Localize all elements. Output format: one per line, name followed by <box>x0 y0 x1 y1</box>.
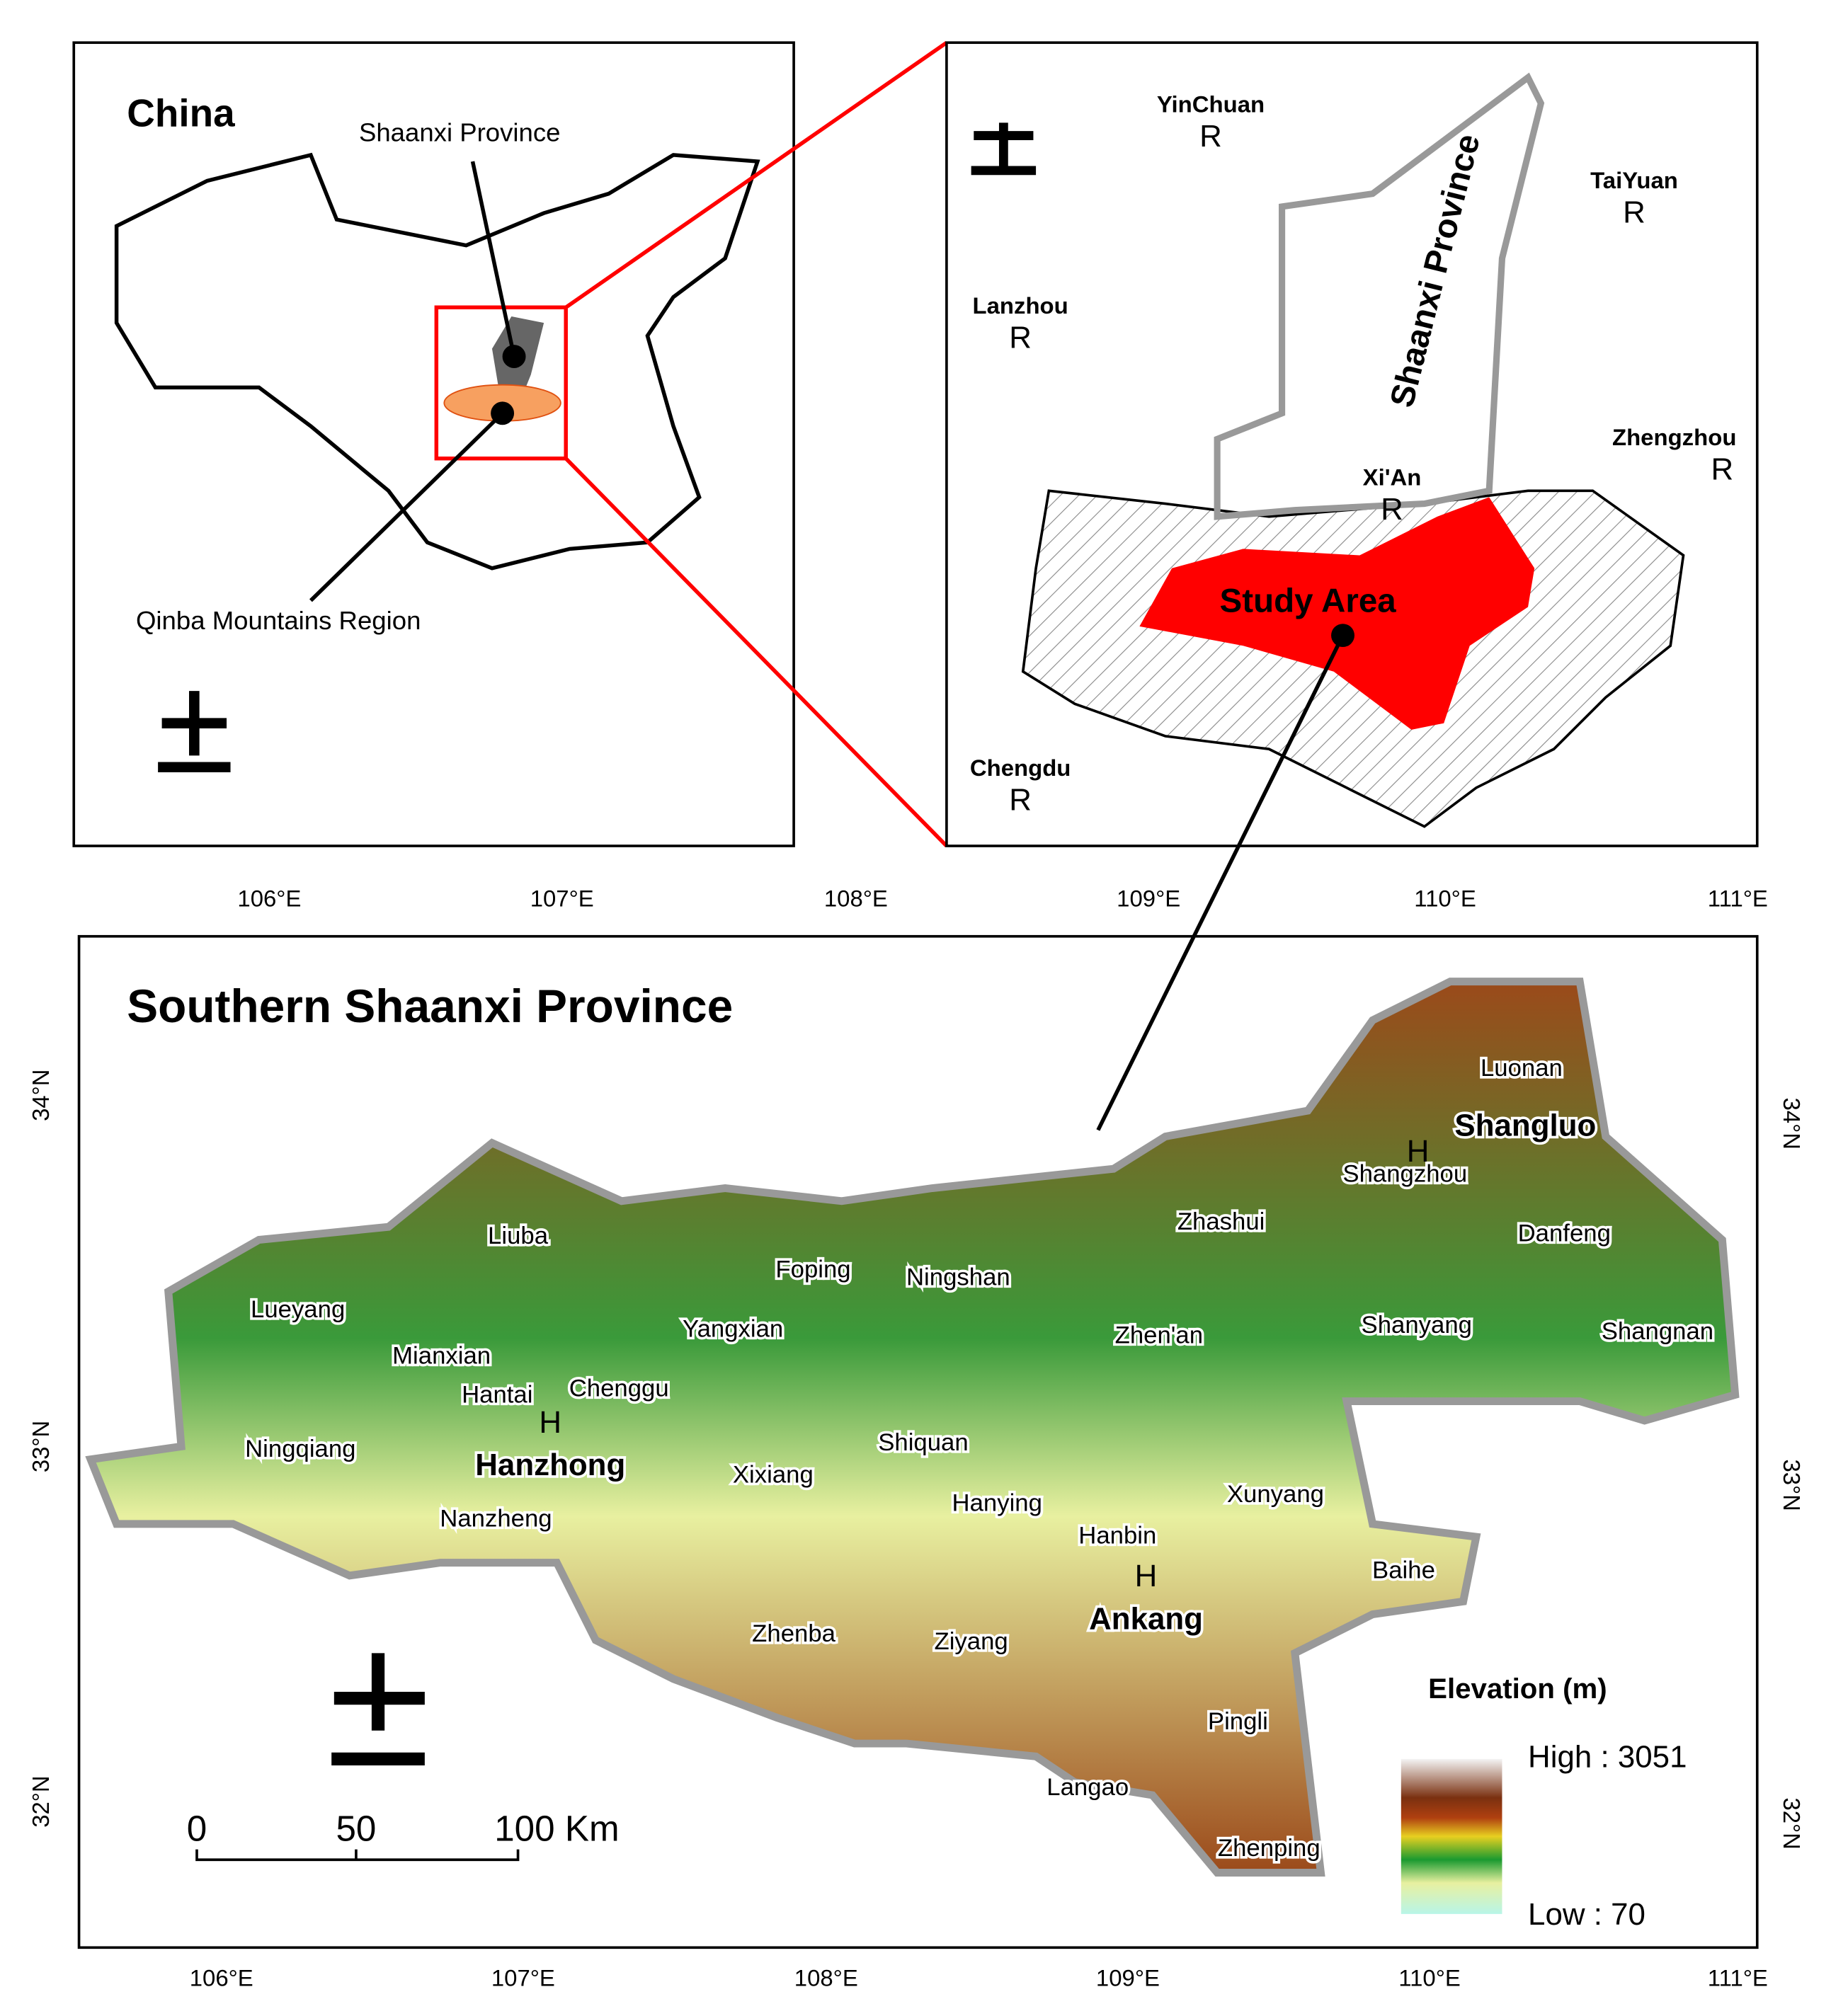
county-label: Shiquan <box>878 1429 968 1456</box>
county-label: Shangnan <box>1602 1318 1713 1345</box>
label: Shaanxi Province <box>359 118 561 147</box>
county-label: Luonan <box>1481 1055 1563 1082</box>
title: Southern Shaanxi Province <box>127 980 733 1032</box>
county-label: Lueyang <box>251 1296 345 1323</box>
city-label: Xi'An <box>1363 464 1422 491</box>
legend-title: Elevation (m) <box>1428 1673 1607 1705</box>
tick-label: 107°E <box>491 1965 555 1991</box>
scale-label: 100 Km <box>494 1809 619 1849</box>
scale-label: 50 <box>336 1809 376 1849</box>
county-label: Chenggu <box>569 1375 669 1402</box>
county-label: Xunyang <box>1227 1481 1324 1508</box>
zoom-line <box>564 40 948 309</box>
tick-label: 33°N <box>28 1421 54 1472</box>
legend-ramp <box>1401 1758 1502 1914</box>
city-symbol: R <box>1711 452 1734 487</box>
north-arrow <box>158 691 231 773</box>
tick-label: 34°N <box>28 1069 54 1121</box>
county-label: Ningshan <box>906 1264 1010 1290</box>
county-label: Hantai <box>462 1381 532 1408</box>
tick-label: 33°N <box>1779 1459 1805 1511</box>
main-map <box>77 624 1759 1949</box>
shaanxi-outline <box>1214 72 1545 520</box>
legend-label: High : 3051 <box>1528 1740 1687 1775</box>
point <box>1331 624 1354 648</box>
scale-bar <box>195 1849 520 1862</box>
city-symbol: H <box>1135 1559 1158 1593</box>
city-label: Shangluo <box>1454 1108 1596 1142</box>
tick-label: 106°E <box>237 885 301 911</box>
tick-label: 110°E <box>1414 885 1476 911</box>
county-label: Mianxian <box>392 1343 491 1370</box>
tick-label: 109°E <box>1117 885 1180 911</box>
north-arrow <box>971 122 1037 176</box>
tick-label: 108°E <box>794 1965 858 1991</box>
county-label: Zhenping <box>1218 1835 1321 1862</box>
county-label: Danfeng <box>1518 1220 1611 1247</box>
zoom-box <box>434 305 568 461</box>
county-label: Zhashui <box>1177 1208 1265 1235</box>
city-symbol: R <box>1623 195 1645 229</box>
county-label: Ningqiang <box>245 1436 355 1462</box>
point <box>491 401 515 425</box>
county-label: Foping <box>775 1256 850 1283</box>
county-label: Nanzheng <box>440 1506 552 1533</box>
north-arrow <box>331 1653 425 1766</box>
city-label: Hanzhong <box>475 1448 625 1482</box>
tick-label: 108°E <box>824 885 888 911</box>
point <box>502 345 526 368</box>
city-symbol: H <box>1407 1134 1430 1169</box>
county-label: Baihe <box>1372 1557 1435 1584</box>
study-area-label: Study Area <box>1220 583 1397 620</box>
city-symbol: R <box>1199 119 1222 154</box>
inset-region <box>945 41 1759 847</box>
city-symbol: R <box>1009 320 1032 355</box>
tick-label: 111°E <box>1708 1965 1768 1991</box>
city-symbol: H <box>539 1405 561 1440</box>
title: China <box>127 91 235 135</box>
county-label: Yangxian <box>683 1315 783 1342</box>
county-label: Ziyang <box>935 1628 1008 1655</box>
tick-label: 107°E <box>530 885 594 911</box>
tick-label: 32°N <box>28 1775 54 1827</box>
tick-label: 32°N <box>1779 1797 1805 1849</box>
city-symbol: R <box>1381 492 1403 527</box>
arrow <box>470 161 516 357</box>
scale-label: 0 <box>187 1809 207 1849</box>
city-symbol: R <box>1009 783 1032 818</box>
arrow <box>1096 634 1345 1131</box>
county-label: Shanyang <box>1362 1312 1472 1339</box>
arrow <box>309 411 504 602</box>
county-label: Hanying <box>952 1490 1042 1517</box>
study-area <box>1139 497 1535 730</box>
tick-label: 106°E <box>190 1965 253 1991</box>
tick-label: 110°E <box>1398 1965 1461 1991</box>
inset-china <box>72 41 795 847</box>
county-label: Pingli <box>1208 1708 1268 1735</box>
county-label: Zhen'an <box>1115 1322 1203 1349</box>
legend-label: Low : 70 <box>1528 1897 1645 1932</box>
label: Qinba Mountains Region <box>136 606 421 635</box>
city-label: Ankang <box>1089 1601 1203 1636</box>
county-label: Zhenba <box>752 1620 835 1647</box>
county-label: Hanbin <box>1078 1522 1156 1549</box>
county-label: Xixiang <box>733 1462 814 1489</box>
county-label: Langao <box>1046 1774 1129 1801</box>
tick-label: 109°E <box>1096 1965 1160 1991</box>
county-label: Liuba <box>488 1222 549 1249</box>
city-label: YinChuan <box>1157 91 1265 117</box>
city-label: Zhengzhou <box>1612 424 1736 450</box>
tick-label: 111°E <box>1708 885 1768 911</box>
city-label: Lanzhou <box>973 292 1068 319</box>
county-label: Shangzhou <box>1342 1160 1467 1187</box>
city-label: TaiYuan <box>1590 167 1678 193</box>
city-label: Chengdu <box>970 755 1071 781</box>
tick-label: 34°N <box>1779 1098 1805 1150</box>
zoom-line <box>564 457 948 847</box>
study-region <box>85 978 1740 1877</box>
